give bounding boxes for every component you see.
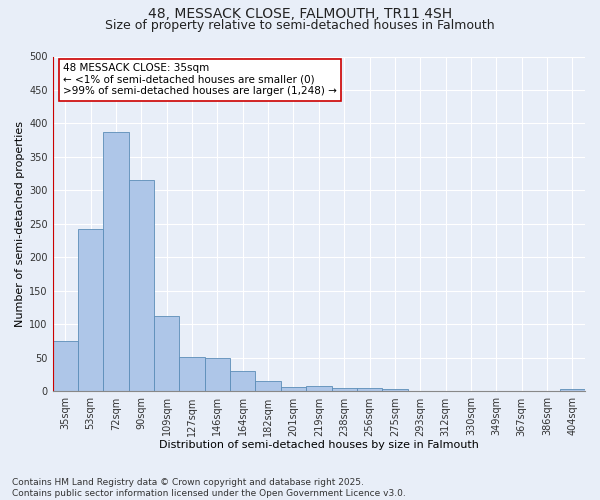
Bar bbox=[560, 389, 585, 392]
Bar bbox=[230, 372, 256, 392]
Bar bbox=[154, 316, 179, 392]
Bar bbox=[407, 391, 433, 392]
Bar bbox=[332, 388, 357, 392]
Bar bbox=[357, 388, 382, 392]
Bar bbox=[129, 180, 154, 392]
Text: Size of property relative to semi-detached houses in Falmouth: Size of property relative to semi-detach… bbox=[105, 18, 495, 32]
Y-axis label: Number of semi-detached properties: Number of semi-detached properties bbox=[15, 121, 25, 327]
Bar bbox=[205, 358, 230, 392]
X-axis label: Distribution of semi-detached houses by size in Falmouth: Distribution of semi-detached houses by … bbox=[159, 440, 479, 450]
Bar bbox=[382, 390, 407, 392]
Text: 48, MESSACK CLOSE, FALMOUTH, TR11 4SH: 48, MESSACK CLOSE, FALMOUTH, TR11 4SH bbox=[148, 8, 452, 22]
Text: 48 MESSACK CLOSE: 35sqm
← <1% of semi-detached houses are smaller (0)
>99% of se: 48 MESSACK CLOSE: 35sqm ← <1% of semi-de… bbox=[63, 63, 337, 96]
Bar bbox=[256, 382, 281, 392]
Bar bbox=[103, 132, 129, 392]
Bar bbox=[53, 341, 78, 392]
Bar bbox=[179, 358, 205, 392]
Bar bbox=[433, 391, 458, 392]
Bar bbox=[535, 391, 560, 392]
Text: Contains HM Land Registry data © Crown copyright and database right 2025.
Contai: Contains HM Land Registry data © Crown c… bbox=[12, 478, 406, 498]
Bar bbox=[281, 387, 306, 392]
Bar bbox=[306, 386, 332, 392]
Bar bbox=[78, 228, 103, 392]
